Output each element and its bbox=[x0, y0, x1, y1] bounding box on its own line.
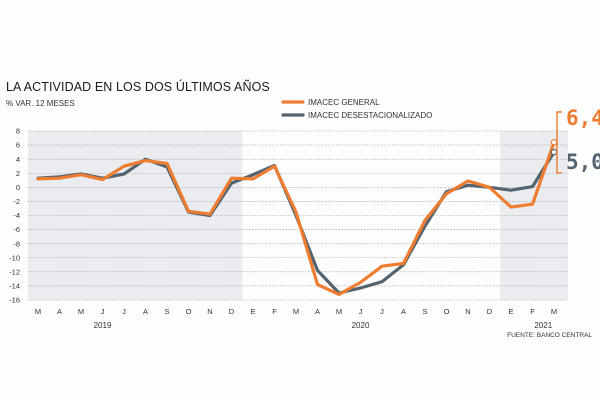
x-tick-label: J bbox=[380, 307, 384, 316]
x-tick-label: E bbox=[250, 307, 255, 316]
x-tick-label: N bbox=[207, 307, 212, 316]
x-tick-label: O bbox=[444, 307, 450, 316]
x-tick-label: F bbox=[272, 307, 277, 316]
year-label: 2020 bbox=[352, 321, 370, 330]
legend-entry: IMACEC GENERAL bbox=[308, 98, 380, 107]
x-tick-label: A bbox=[57, 307, 62, 316]
x-tick-label: J bbox=[101, 307, 105, 316]
y-tick-label: 0 bbox=[16, 183, 20, 192]
x-tick-label: M bbox=[293, 307, 299, 316]
x-tick-label: M bbox=[35, 307, 41, 316]
x-tick-label: D bbox=[487, 307, 493, 316]
source-note: FUENTE: BANCO CENTRAL bbox=[507, 332, 592, 339]
y-tick-label: 2 bbox=[16, 169, 20, 178]
x-tick-label: J bbox=[122, 307, 126, 316]
x-tick-label: M bbox=[78, 307, 84, 316]
final-value-desestacionalizado: 5,0 bbox=[566, 150, 600, 174]
chart-title: LA ACTIVIDAD EN LOS DOS ÚLTIMOS AÑOS bbox=[6, 80, 270, 94]
x-tick-label: S bbox=[422, 307, 427, 316]
y-tick-label: -2 bbox=[13, 197, 20, 206]
y-tick-label: -6 bbox=[13, 225, 20, 234]
x-tick-label: N bbox=[465, 307, 470, 316]
x-tick-label: M bbox=[336, 307, 342, 316]
series-line-imacec-general bbox=[36, 140, 556, 296]
y-tick-label: -10 bbox=[9, 253, 20, 262]
end-point-imacec-desestacionalizado bbox=[550, 148, 558, 156]
final-bracket bbox=[556, 111, 562, 174]
legend: IMACEC GENERAL IMACEC DESESTACIONALIZADO bbox=[281, 98, 432, 120]
final-value-general: 6,4 bbox=[566, 106, 600, 130]
x-tick-label: D bbox=[229, 307, 235, 316]
x-tick-label: A bbox=[315, 307, 320, 316]
x-axis-ticks: M A M J J A S O N D E F M A M J J A S O N D E F M 2019 2020 2021 bbox=[35, 307, 557, 330]
y-tick-label: -16 bbox=[9, 296, 20, 305]
x-tick-label: J bbox=[359, 307, 363, 316]
y-tick-label: 4 bbox=[16, 155, 20, 164]
year-label: 2021 bbox=[534, 321, 552, 330]
year-label: 2019 bbox=[94, 321, 112, 330]
chart-subtitle: % VAR. 12 MESES bbox=[6, 99, 75, 108]
y-tick-label: 8 bbox=[16, 127, 20, 136]
y-tick-label: -14 bbox=[9, 282, 20, 291]
y-tick-label: 6 bbox=[16, 141, 20, 150]
x-tick-label: A bbox=[401, 307, 406, 316]
end-point-imacec-general bbox=[550, 139, 558, 146]
x-tick-label: A bbox=[143, 307, 148, 316]
x-tick-label: S bbox=[164, 307, 169, 316]
final-values: 6,4 5,0 bbox=[556, 106, 600, 174]
x-tick-label: E bbox=[508, 307, 513, 316]
legend-entry: IMACEC DESESTACIONALIZADO bbox=[308, 111, 432, 120]
series-lines bbox=[36, 139, 558, 296]
x-tick-label: M bbox=[551, 307, 557, 316]
y-axis-ticks: 8 6 4 2 0 -2 -4 -6 -8 -10 -12 -14 -16 bbox=[9, 127, 20, 305]
x-tick-label: O bbox=[186, 307, 192, 316]
x-tick-label: F bbox=[530, 307, 535, 316]
y-tick-label: -4 bbox=[13, 211, 20, 220]
y-tick-label: -8 bbox=[13, 239, 20, 248]
y-tick-label: -12 bbox=[9, 267, 20, 276]
